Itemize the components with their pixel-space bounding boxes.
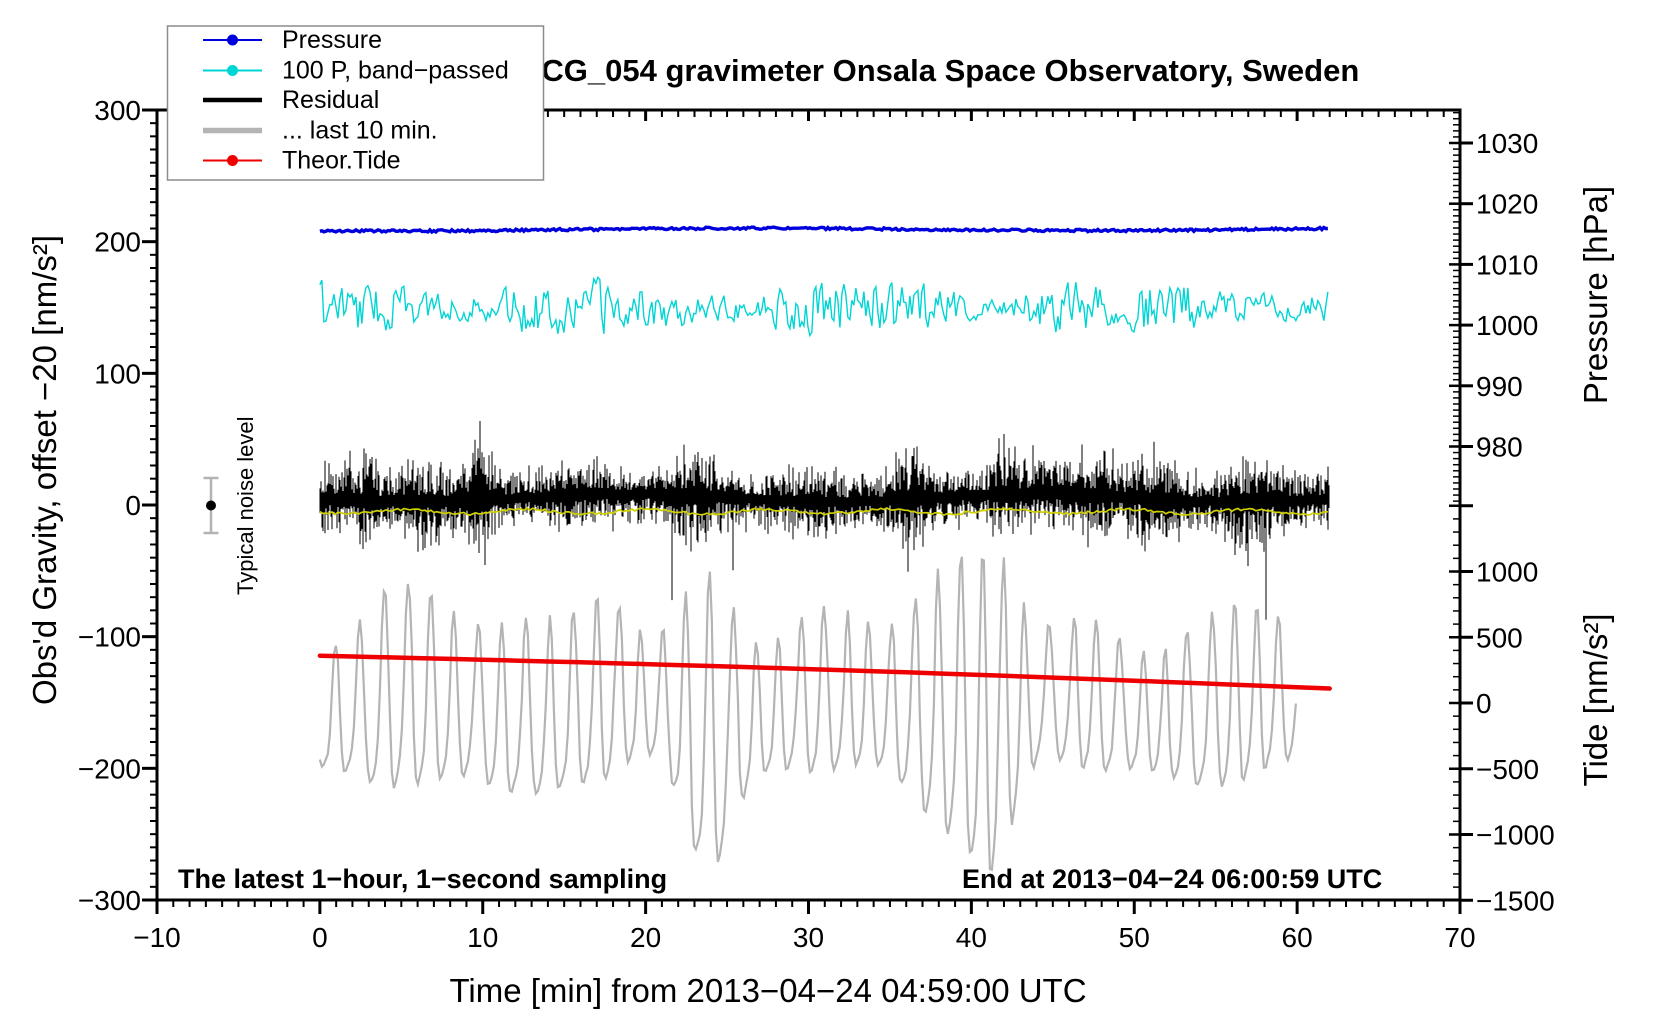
legend-dot-theortide: [227, 155, 238, 166]
legend-label-bandpassed: 100 P, band−passed: [282, 57, 509, 85]
svg-text:1000: 1000: [1476, 310, 1538, 341]
svg-text:−200: −200: [78, 753, 141, 784]
pressure-axis-title: Pressure [hPa]: [1577, 186, 1614, 404]
svg-text:1010: 1010: [1476, 249, 1538, 280]
svg-text:300: 300: [94, 95, 141, 126]
legend-entry-pressure: Pressure: [203, 26, 382, 54]
legend: Pressure 100 P, band−passed Residual ...…: [166, 25, 545, 181]
svg-text:30: 30: [793, 922, 824, 953]
pressure-curve: [319, 225, 1328, 235]
svg-text:1030: 1030: [1476, 128, 1538, 159]
svg-text:60: 60: [1282, 922, 1313, 953]
noise-errorbar: [203, 476, 219, 535]
residual-curve: [319, 421, 1330, 620]
legend-entry-theortide: Theor.Tide: [203, 147, 401, 175]
svg-text:10: 10: [467, 922, 498, 953]
svg-text:50: 50: [1119, 922, 1150, 953]
svg-text:−1500: −1500: [1476, 885, 1555, 916]
svg-text:20: 20: [630, 922, 661, 953]
svg-text:980: 980: [1476, 432, 1523, 463]
last10min-curve: [318, 556, 1297, 872]
svg-text:500: 500: [1476, 622, 1523, 653]
tide-axis-title: Tide [nm/s²]: [1577, 614, 1614, 787]
legend-dot-pressure: [227, 34, 238, 46]
svg-text:−500: −500: [1476, 754, 1539, 785]
residual-smoothed-curve: [319, 507, 1328, 517]
svg-text:0: 0: [1476, 688, 1492, 719]
legend-label-residual: Residual: [282, 86, 379, 114]
errorbar-dot: [206, 500, 216, 511]
left-axis-title: Obs'd Gravity, offset −20 [nm/s²]: [26, 235, 63, 705]
x-axis-title: Time [min] from 2013−04−24 04:59:00 UTC: [449, 972, 1086, 1009]
legend-label-last10min: ... last 10 min.: [282, 117, 438, 145]
legend-label-pressure: Pressure: [282, 26, 382, 54]
theortide-curve: [317, 653, 1332, 691]
svg-text:1000: 1000: [1476, 557, 1538, 588]
svg-text:1020: 1020: [1476, 189, 1538, 220]
sampling-note: The latest 1−hour, 1−second sampling: [178, 864, 667, 894]
svg-text:100: 100: [94, 358, 141, 389]
legend-label-theortide: Theor.Tide: [282, 147, 401, 175]
legend-entry-last10min: ... last 10 min.: [203, 117, 438, 145]
end-time-note: End at 2013−04−24 06:00:59 UTC: [962, 864, 1382, 894]
svg-text:−100: −100: [78, 622, 141, 653]
curves: [317, 225, 1332, 872]
legend-entry-residual: Residual: [203, 86, 379, 114]
svg-text:0: 0: [125, 490, 141, 521]
svg-text:200: 200: [94, 227, 141, 258]
svg-text:0: 0: [312, 922, 328, 953]
svg-text:−1000: −1000: [1476, 820, 1555, 851]
svg-text:990: 990: [1476, 371, 1523, 402]
svg-text:−10: −10: [133, 922, 181, 953]
legend-box: [166, 25, 545, 181]
chart-title: SCG_054 gravimeter Onsala Space Observat…: [521, 53, 1360, 88]
svg-text:−300: −300: [78, 885, 141, 916]
legend-dot-bandpassed: [227, 65, 238, 76]
svg-text:70: 70: [1444, 922, 1475, 953]
axes: −10 0 10 20 30 40 50 60 70−300−200−1000100200300…: [78, 95, 1555, 953]
svg-text:40: 40: [956, 922, 987, 953]
bandpassed-curve: [319, 275, 1329, 338]
noise-level-label: Typical noise level: [233, 416, 258, 595]
legend-entry-bandpassed: 100 P, band−passed: [203, 57, 509, 85]
